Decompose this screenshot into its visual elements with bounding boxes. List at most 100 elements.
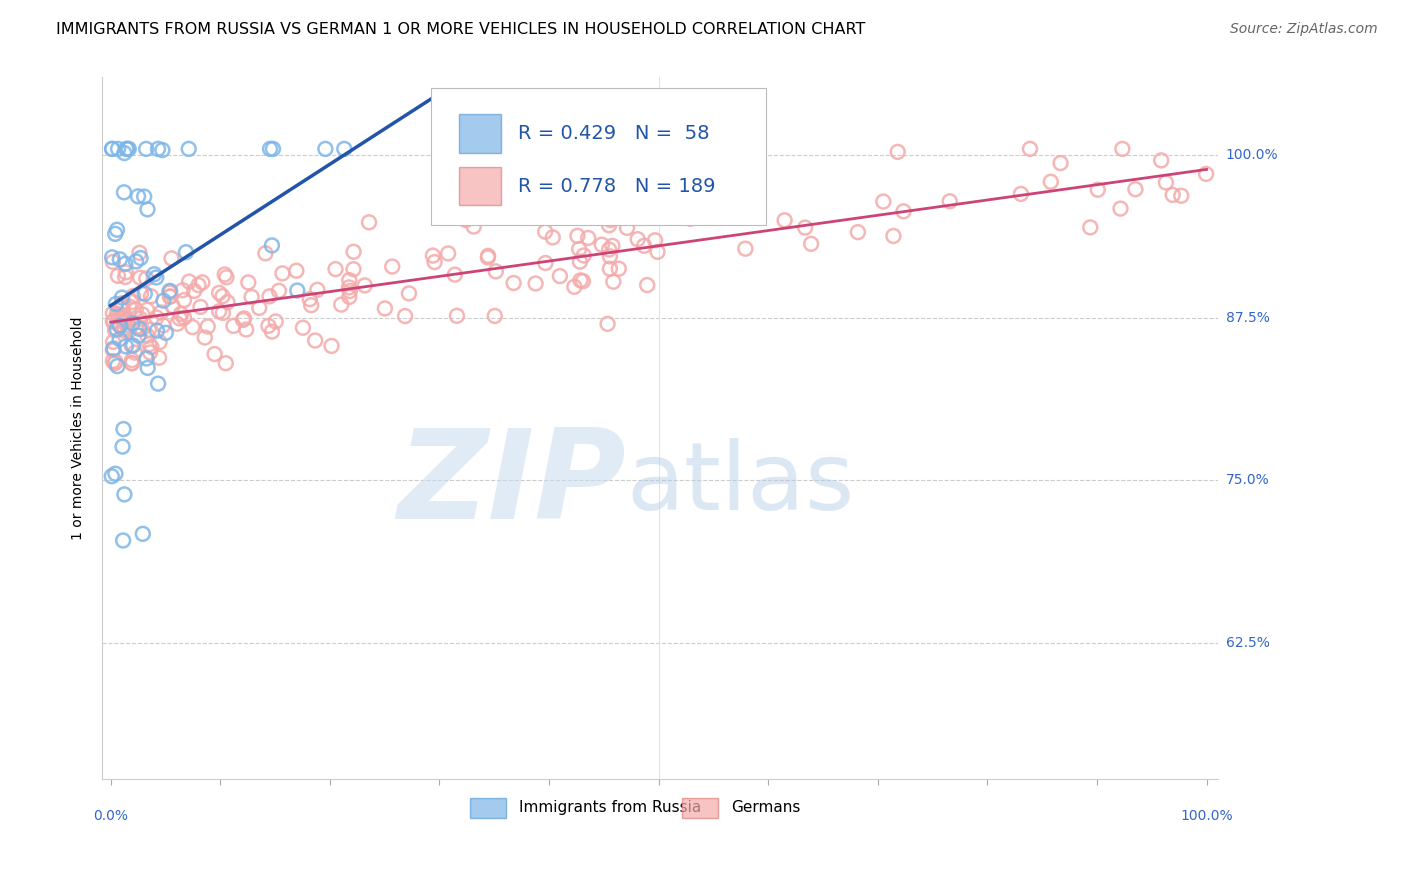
Point xyxy=(122,289,145,303)
Point xyxy=(187,278,209,293)
Point xyxy=(591,237,613,252)
Point xyxy=(134,286,156,301)
Point xyxy=(800,236,823,251)
Point xyxy=(260,238,283,252)
Point xyxy=(599,261,621,276)
Point xyxy=(105,322,128,336)
Point xyxy=(1109,202,1132,216)
Point xyxy=(121,295,143,310)
Point xyxy=(641,202,664,217)
Point xyxy=(117,142,139,156)
Point xyxy=(108,309,131,323)
Point xyxy=(101,315,124,329)
Point xyxy=(321,339,343,353)
Point xyxy=(337,280,360,294)
Text: R = 0.429   N =  58: R = 0.429 N = 58 xyxy=(517,124,710,143)
Point xyxy=(149,335,172,350)
Point xyxy=(194,330,217,344)
Point xyxy=(596,317,619,331)
Point xyxy=(1010,186,1032,201)
Point xyxy=(1078,220,1101,235)
Point xyxy=(101,251,124,265)
Point xyxy=(152,293,174,308)
Point xyxy=(101,255,124,269)
Point xyxy=(135,271,157,285)
Point xyxy=(139,345,162,359)
Point xyxy=(115,142,138,156)
Point xyxy=(285,264,308,278)
Point xyxy=(353,278,375,293)
Point xyxy=(212,306,235,320)
Point xyxy=(374,301,396,316)
Point xyxy=(105,359,128,373)
Point xyxy=(105,307,128,321)
Point xyxy=(174,245,197,260)
Point xyxy=(146,142,169,156)
Point xyxy=(271,266,294,280)
Point xyxy=(235,322,257,336)
Point xyxy=(534,225,557,239)
Point xyxy=(616,220,638,235)
Point xyxy=(118,142,141,156)
Text: 0.0%: 0.0% xyxy=(93,809,128,823)
Point xyxy=(104,355,127,369)
Point xyxy=(398,286,420,301)
Bar xyxy=(470,797,506,817)
Point xyxy=(128,328,150,343)
Point xyxy=(107,142,129,156)
Point xyxy=(136,202,159,217)
Point xyxy=(541,230,564,244)
Point xyxy=(159,289,181,303)
Point xyxy=(325,262,347,277)
Point xyxy=(103,314,125,328)
Point xyxy=(101,142,124,156)
Point xyxy=(422,249,444,263)
Point xyxy=(444,268,467,282)
Point xyxy=(143,267,166,281)
Point xyxy=(342,244,364,259)
Point xyxy=(111,309,134,323)
Point xyxy=(141,340,163,354)
Point xyxy=(1125,182,1147,196)
Point xyxy=(148,351,170,365)
Point xyxy=(128,322,150,336)
Text: Germans: Germans xyxy=(731,800,800,815)
Point xyxy=(107,268,129,283)
Point xyxy=(485,264,508,278)
Point xyxy=(602,275,624,289)
Point xyxy=(247,301,270,315)
Point xyxy=(111,440,134,454)
Point xyxy=(135,142,157,156)
Point xyxy=(114,257,136,271)
Point xyxy=(129,311,152,326)
Point xyxy=(173,310,195,325)
Point xyxy=(114,309,136,323)
Point xyxy=(112,315,135,329)
Point xyxy=(304,334,326,348)
Point xyxy=(394,309,416,323)
Point xyxy=(1019,142,1042,156)
Point xyxy=(111,291,134,305)
Point xyxy=(1150,153,1173,168)
Point xyxy=(569,273,592,287)
Point xyxy=(232,313,254,327)
Point xyxy=(166,317,188,331)
Text: 100.0%: 100.0% xyxy=(1180,809,1233,823)
Point xyxy=(567,228,589,243)
Text: atlas: atlas xyxy=(626,438,855,531)
Point xyxy=(291,320,314,334)
Point xyxy=(121,317,143,331)
Point xyxy=(1154,176,1177,190)
Point xyxy=(598,243,620,257)
Point xyxy=(127,189,149,203)
Point xyxy=(129,251,152,265)
Point xyxy=(339,284,361,298)
Point xyxy=(299,298,322,312)
Point xyxy=(502,276,524,290)
Point xyxy=(333,142,356,156)
Point xyxy=(337,273,360,287)
Point xyxy=(214,268,236,282)
Point xyxy=(114,270,136,285)
Point xyxy=(150,305,173,319)
Point xyxy=(257,318,280,333)
